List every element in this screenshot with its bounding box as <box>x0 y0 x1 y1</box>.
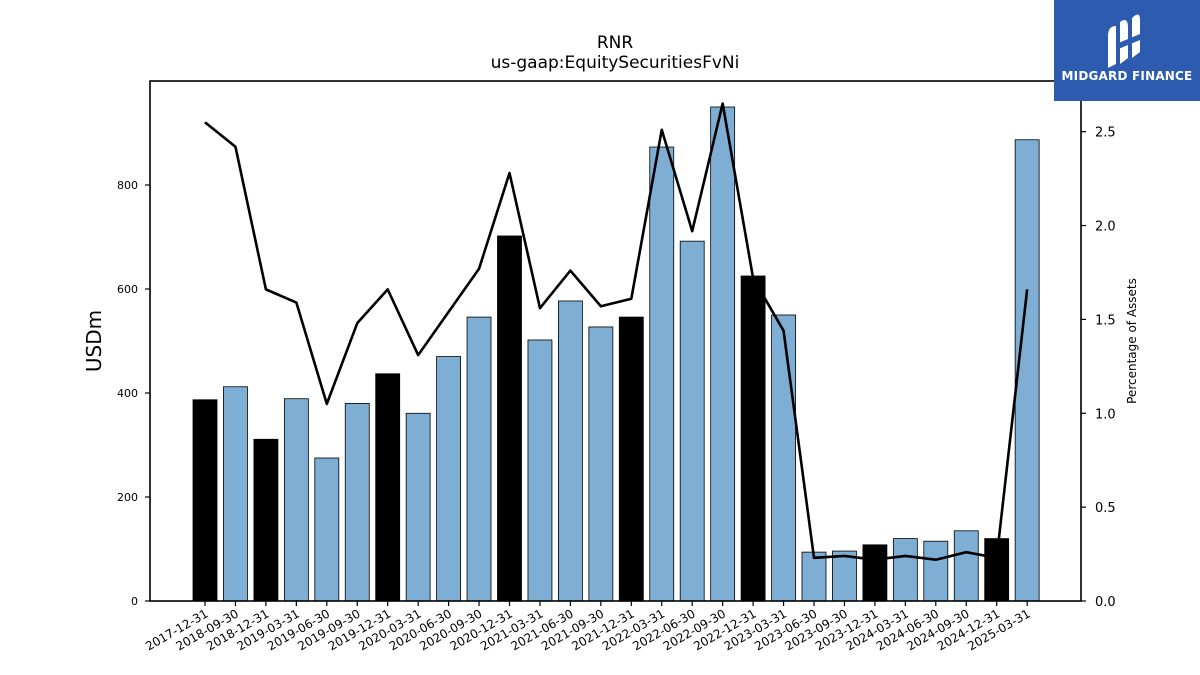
chart-subtitle: us-gaap:EquitySecuritiesFvNi <box>491 53 740 73</box>
bar <box>892 538 918 602</box>
bar <box>771 314 796 602</box>
brand-logo: MIDGARD FINANCE <box>1054 0 1200 101</box>
bar <box>375 373 401 602</box>
bar <box>923 540 949 602</box>
bar <box>466 316 492 602</box>
bar <box>436 356 462 602</box>
brand-logo-text: MIDGARD FINANCE <box>1061 69 1193 83</box>
midgard-logo-icon <box>1108 14 1140 68</box>
bar <box>192 399 218 602</box>
bar <box>862 544 888 602</box>
bar <box>740 275 766 602</box>
bar <box>801 551 827 602</box>
bar <box>497 235 522 602</box>
y2-tick-label: 2.0 <box>1095 220 1116 235</box>
bar <box>558 300 583 602</box>
bar <box>223 386 248 602</box>
y-tick-label: 400 <box>117 387 138 400</box>
chart-title: RNR <box>597 33 634 53</box>
bar <box>253 438 279 602</box>
percentage-line <box>204 102 1029 562</box>
bar <box>588 326 614 602</box>
y2-tick-label: 0.0 <box>1095 595 1116 610</box>
bar <box>405 412 431 602</box>
y2-tick-label: 0.5 <box>1095 501 1116 516</box>
bar <box>832 550 857 602</box>
y2-axis-label: Percentage of Assets <box>1125 278 1139 404</box>
y2-tick-label: 1.0 <box>1095 407 1116 422</box>
bar <box>527 339 553 602</box>
plot-frame <box>149 80 1082 602</box>
y2-tick-label: 2.5 <box>1095 126 1116 141</box>
bar <box>679 240 705 602</box>
bar <box>283 398 309 602</box>
bar <box>710 106 736 602</box>
plot-area: 02004006008000.00.51.01.52.02.52017-12-3… <box>117 80 1116 653</box>
y-tick-label: 200 <box>117 491 138 504</box>
bar <box>953 530 979 602</box>
bar <box>618 316 644 602</box>
y-tick-label: 800 <box>117 179 138 192</box>
y-tick-label: 600 <box>117 283 138 296</box>
bar <box>649 146 675 602</box>
y2-tick-label: 1.5 <box>1095 313 1116 328</box>
bar <box>314 457 340 602</box>
bar <box>344 402 370 602</box>
y-tick-label: 0 <box>131 595 138 608</box>
y-axis-label: USDm <box>82 310 106 372</box>
